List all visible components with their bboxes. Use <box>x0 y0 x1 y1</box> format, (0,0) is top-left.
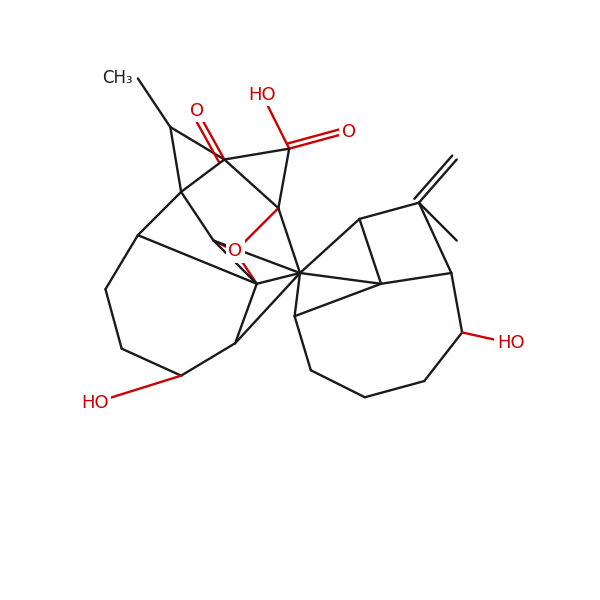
Text: CH₃: CH₃ <box>102 70 133 88</box>
Text: O: O <box>228 242 242 260</box>
Text: O: O <box>341 124 356 142</box>
Text: O: O <box>190 102 205 120</box>
Text: HO: HO <box>497 334 524 352</box>
Text: HO: HO <box>248 86 276 104</box>
Text: HO: HO <box>81 394 109 412</box>
